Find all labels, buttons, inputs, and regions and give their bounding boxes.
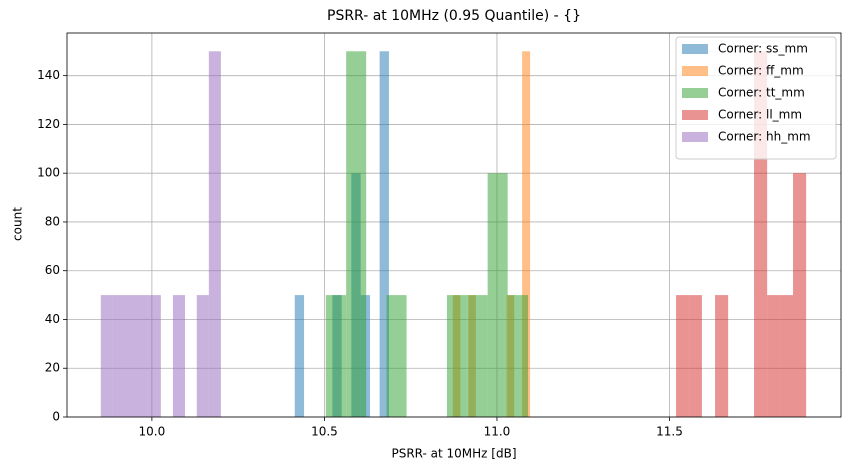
bar <box>124 295 138 417</box>
x-tick-label: 10.5 <box>311 425 338 439</box>
x-tick-label: 11.5 <box>656 425 683 439</box>
legend-label: Corner: tt_mm <box>718 86 805 100</box>
legend-swatch <box>682 44 708 54</box>
bar <box>676 295 690 417</box>
y-tick-label: 40 <box>45 312 60 326</box>
legend-label: Corner: hh_mm <box>718 130 811 144</box>
x-tick-label: 10.0 <box>139 425 166 439</box>
bar <box>767 295 780 417</box>
bar <box>779 295 794 417</box>
bar <box>148 295 161 417</box>
bar <box>325 295 347 417</box>
x-axis-label: PSRR- at 10MHz [dB] <box>391 447 516 461</box>
plot-frame <box>66 32 842 418</box>
bar <box>294 295 305 417</box>
y-tick-label: 100 <box>37 166 60 180</box>
y-tick-label: 0 <box>52 410 60 424</box>
bar <box>379 51 389 418</box>
legend-box <box>675 36 837 160</box>
y-tick-label: 80 <box>45 214 60 228</box>
chart-title: PSRR- at 10MHz (0.95 Quantile) - {} <box>327 8 581 24</box>
bar <box>386 295 407 417</box>
y-axis-label: count <box>11 207 25 241</box>
y-tick-label: 60 <box>45 263 60 277</box>
legend-swatch <box>682 66 708 76</box>
legend-label: Corner: ss_mm <box>718 42 808 56</box>
bar <box>793 173 807 417</box>
y-tick-label: 120 <box>37 117 60 131</box>
legend-swatch <box>682 88 708 98</box>
legend-swatch <box>682 132 708 142</box>
bar <box>112 295 125 417</box>
bar <box>346 51 367 418</box>
legend-label: Corner: ll_mm <box>718 108 802 122</box>
bar <box>487 173 508 417</box>
bar <box>467 295 488 417</box>
bar <box>446 295 468 417</box>
bar <box>196 295 209 417</box>
y-tick-label: 20 <box>45 361 60 375</box>
bar <box>522 51 531 418</box>
bar <box>208 51 221 418</box>
bar <box>507 295 529 417</box>
legend-swatch <box>682 110 708 120</box>
bar <box>715 295 729 417</box>
bar <box>137 295 149 417</box>
bar <box>689 295 702 417</box>
x-tick-label: 11.0 <box>484 425 511 439</box>
bar <box>100 295 113 417</box>
legend-label: Corner: ff_mm <box>718 64 804 78</box>
bar <box>172 295 186 417</box>
y-tick-label: 140 <box>37 68 60 82</box>
